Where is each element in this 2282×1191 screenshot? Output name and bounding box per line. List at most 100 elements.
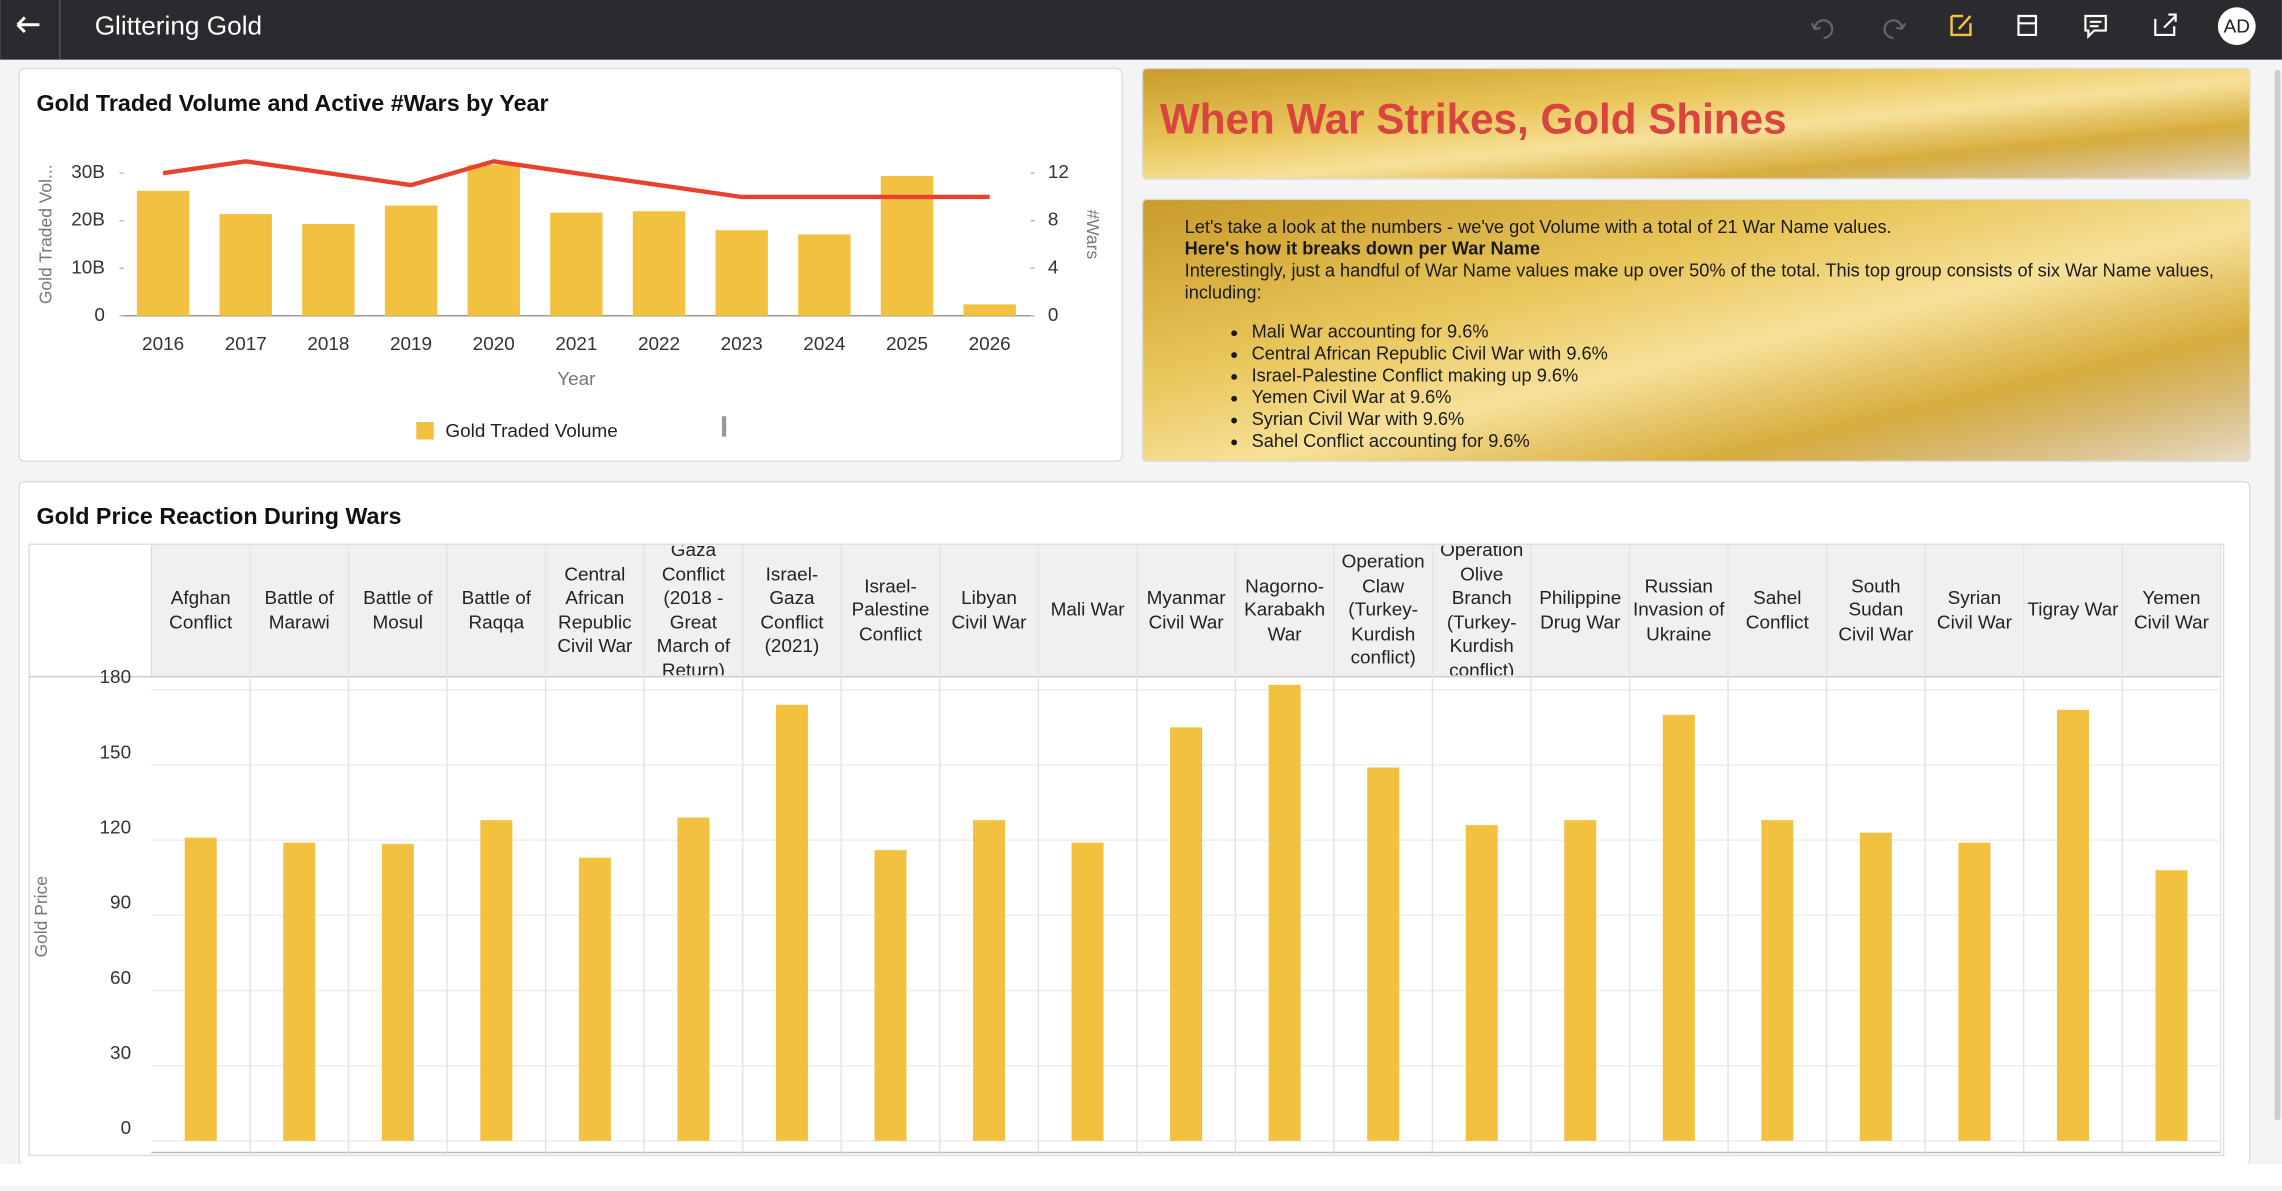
narrative-title: When War Strikes, Gold Shines xyxy=(1160,95,1787,142)
category-label: Syrian Civil War xyxy=(1936,586,2012,633)
category-label: Yemen Civil War xyxy=(2134,586,2209,633)
bar xyxy=(184,837,217,1141)
list-item: Central African Republic Civil War with … xyxy=(1252,343,2218,365)
header-cell: Israel-Palestine Conflict xyxy=(851,574,930,645)
bar xyxy=(1564,820,1597,1141)
title-panel xyxy=(1141,67,2251,180)
comments[interactable] xyxy=(2084,14,2107,40)
category-label: Mali War xyxy=(1050,598,1125,621)
y2-tick-label: 4 xyxy=(1048,257,1059,278)
header-cell: Battle of Raqqa xyxy=(461,586,532,633)
category-label: Israel-Gaza Conflict (2021) xyxy=(760,562,824,657)
y-tick-label: 90 xyxy=(110,893,131,914)
bar xyxy=(1465,825,1498,1141)
header-cell: Russian Invasion of Ukraine xyxy=(1633,574,1725,645)
edit[interactable] xyxy=(1950,14,1972,37)
category-label: Nagorno-Karabakh War xyxy=(1244,574,1326,645)
bar xyxy=(219,214,272,316)
back-button[interactable] xyxy=(16,16,40,34)
header-cell: Operation Olive Branch (Turkey-Kurdish c… xyxy=(1440,545,1524,676)
x-tick-label: 2022 xyxy=(638,334,680,355)
heading: Here's how it breaks down per War Name xyxy=(1184,238,1541,260)
bar xyxy=(467,164,520,316)
header-cell: Yemen Civil War xyxy=(2134,586,2209,633)
header-cell: Nagorno-Karabakh War xyxy=(1244,574,1326,645)
bar xyxy=(963,304,1016,316)
share[interactable] xyxy=(2154,13,2177,37)
header-cell: Sahel Conflict xyxy=(1745,586,1809,633)
x-tick-label: 2020 xyxy=(473,334,515,355)
header-cell: South Sudan Civil War xyxy=(1838,574,1914,645)
scrollbar[interactable] xyxy=(2274,69,2281,1121)
category-label: Battle of Mosul xyxy=(363,586,433,633)
bar xyxy=(677,817,710,1141)
x-tick-label: 2021 xyxy=(555,334,597,355)
category-label: Gaza Conflict (2018 - Great March of Ret… xyxy=(656,545,731,676)
legend-swatch xyxy=(416,422,434,440)
bar xyxy=(1859,832,1892,1141)
redo[interactable] xyxy=(1883,19,1906,39)
category-label: Operation Claw (Turkey-Kurdish conflict) xyxy=(1341,550,1425,669)
data-icon[interactable] xyxy=(2017,14,2038,37)
bar xyxy=(381,843,414,1141)
category-label: Russian Invasion of Ukraine xyxy=(1633,574,1725,645)
header-cell: Tigray War xyxy=(2027,598,2118,620)
header-cell: Gaza Conflict (2018 - Great March of Ret… xyxy=(656,545,731,676)
app-title: Glittering Gold xyxy=(95,11,262,41)
category-label: South Sudan Civil War xyxy=(1838,574,1914,645)
chart-title: Gold Traded Volume and Active #Wars by Y… xyxy=(36,90,548,116)
x-tick-label: 2016 xyxy=(142,334,184,355)
bar xyxy=(136,190,190,316)
category-label: Israel-Palestine Conflict xyxy=(851,574,930,645)
y2-tick-label: 12 xyxy=(1048,162,1069,183)
bar xyxy=(715,230,768,316)
header-cell: Syrian Civil War xyxy=(1936,586,2012,633)
header-cell: Libyan Civil War xyxy=(952,586,1027,632)
bar xyxy=(1071,842,1104,1141)
bar xyxy=(874,850,907,1141)
bar xyxy=(2155,870,2188,1141)
narrative-text: Let's take a look at the numbers - we've… xyxy=(1185,217,2218,453)
category-label: Battle of Marawi xyxy=(264,586,334,633)
category-label: Operation Olive Branch (Turkey-Kurdish c… xyxy=(1440,545,1524,676)
y-tick-label: 120 xyxy=(100,818,132,839)
y2-tick-label: 0 xyxy=(1048,305,1059,326)
header-cell: Mali War xyxy=(1050,598,1125,621)
y-tick-label: 180 xyxy=(100,667,132,688)
bar xyxy=(2056,709,2089,1141)
y-tick-label: 20B xyxy=(71,210,105,231)
line xyxy=(162,159,990,200)
y-tick-label: 10B xyxy=(71,257,105,278)
y2-tick-label: 8 xyxy=(1048,210,1059,231)
header-cell: Battle of Marawi xyxy=(264,586,334,633)
header-cell: Operation Claw (Turkey-Kurdish conflict) xyxy=(1341,550,1425,669)
bar xyxy=(1268,684,1301,1141)
bar xyxy=(550,212,603,316)
legend-label: Gold Traded Volume xyxy=(445,421,617,442)
avatar[interactable] xyxy=(2217,7,2256,46)
category-label: Central African Republic Civil War xyxy=(557,562,633,657)
category-label: Battle of Raqqa xyxy=(461,586,532,633)
avatar-initials: AD xyxy=(2224,17,2250,38)
legend-scroll xyxy=(721,416,727,437)
y-tick-label: 60 xyxy=(110,968,131,989)
list-item: Sahel Conflict accounting for 9.6% xyxy=(1252,431,2218,453)
y2-axis-title: #Wars xyxy=(1083,209,1103,259)
x-axis-title: Year xyxy=(557,369,595,390)
bar xyxy=(775,704,808,1141)
bar xyxy=(880,176,934,316)
bar xyxy=(1662,714,1695,1141)
category-label: Myanmar Civil War xyxy=(1146,586,1226,633)
top-bar xyxy=(0,0,2282,60)
list-item: Mali War accounting for 9.6% xyxy=(1252,322,2218,344)
x-tick-label: 2018 xyxy=(307,334,349,355)
undo[interactable] xyxy=(1810,19,1834,39)
bar xyxy=(384,205,438,316)
list-item: Syrian Civil War with 9.6% xyxy=(1252,409,2218,431)
category-label: Sahel Conflict xyxy=(1745,586,1809,633)
bar xyxy=(1761,820,1794,1141)
bar xyxy=(480,820,513,1141)
category-label: Philippine Drug War xyxy=(1539,586,1622,633)
chart-title: Gold Price Reaction During Wars xyxy=(36,503,401,529)
